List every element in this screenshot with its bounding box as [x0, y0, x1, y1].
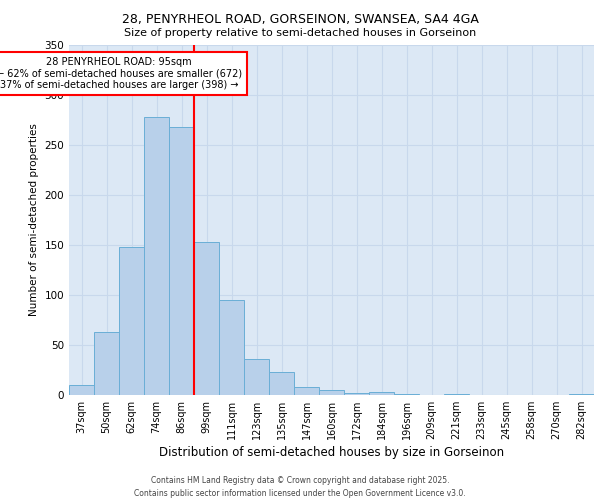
Text: 28, PENYRHEOL ROAD, GORSEINON, SWANSEA, SA4 4GA: 28, PENYRHEOL ROAD, GORSEINON, SWANSEA, …	[122, 12, 478, 26]
Bar	[94, 332, 119, 395]
Bar	[569, 394, 594, 395]
Bar	[369, 392, 394, 395]
Bar	[219, 300, 244, 395]
Bar	[119, 247, 144, 395]
Text: Size of property relative to semi-detached houses in Gorseinon: Size of property relative to semi-detach…	[124, 28, 476, 38]
Bar	[69, 385, 94, 395]
Bar	[244, 359, 269, 395]
Bar	[269, 372, 294, 395]
X-axis label: Distribution of semi-detached houses by size in Gorseinon: Distribution of semi-detached houses by …	[159, 446, 504, 459]
Text: 28 PENYRHEOL ROAD: 95sqm
← 62% of semi-detached houses are smaller (672)
37% of : 28 PENYRHEOL ROAD: 95sqm ← 62% of semi-d…	[0, 57, 242, 90]
Bar	[319, 390, 344, 395]
Bar	[444, 394, 469, 395]
Text: Contains HM Land Registry data © Crown copyright and database right 2025.
Contai: Contains HM Land Registry data © Crown c…	[134, 476, 466, 498]
Bar	[394, 394, 419, 395]
Bar	[344, 393, 369, 395]
Bar	[194, 242, 219, 395]
Y-axis label: Number of semi-detached properties: Number of semi-detached properties	[29, 124, 39, 316]
Bar	[169, 127, 194, 395]
Bar	[144, 117, 169, 395]
Bar	[294, 387, 319, 395]
